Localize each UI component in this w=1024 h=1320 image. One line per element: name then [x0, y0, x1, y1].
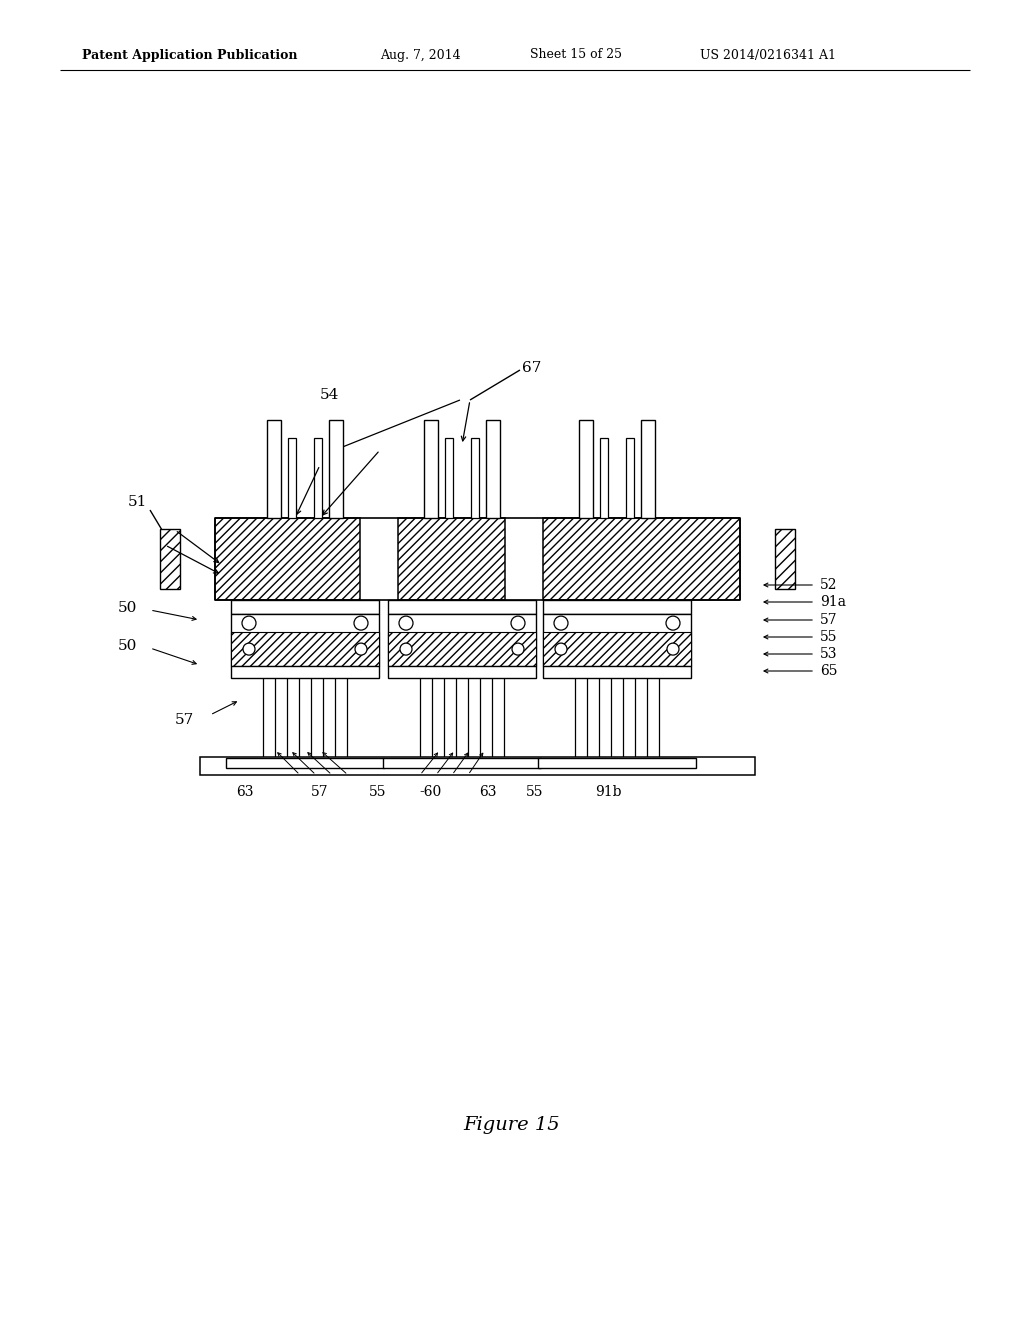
Bar [231, 632, 379, 667]
Bar [486, 420, 500, 517]
Bar [471, 438, 479, 517]
Bar [543, 614, 691, 667]
Circle shape [511, 616, 525, 630]
Text: -60: -60 [419, 785, 441, 799]
Bar [388, 601, 536, 614]
Bar [329, 420, 343, 517]
Bar [398, 517, 505, 601]
Bar [288, 438, 296, 517]
Text: 53: 53 [820, 647, 838, 661]
Text: 50: 50 [118, 601, 137, 615]
Bar [775, 529, 795, 589]
Bar [579, 420, 593, 517]
Bar [424, 420, 438, 517]
Text: 91b: 91b [595, 785, 622, 799]
Text: 63: 63 [479, 785, 497, 799]
Bar [445, 438, 453, 517]
Circle shape [667, 643, 679, 655]
Circle shape [666, 616, 680, 630]
Text: 50: 50 [118, 639, 137, 653]
Bar [267, 420, 281, 517]
Bar [626, 438, 634, 517]
Circle shape [555, 643, 567, 655]
Bar [231, 667, 379, 678]
Bar [543, 667, 691, 678]
Circle shape [242, 616, 256, 630]
Text: US 2014/0216341 A1: US 2014/0216341 A1 [700, 49, 836, 62]
Circle shape [243, 643, 255, 655]
Circle shape [554, 616, 568, 630]
Text: 67: 67 [522, 360, 542, 375]
Bar [641, 420, 655, 517]
Text: Sheet 15 of 25: Sheet 15 of 25 [530, 49, 622, 62]
Text: 91a: 91a [820, 595, 846, 609]
Bar [314, 438, 322, 517]
Bar [388, 614, 536, 667]
Text: Patent Application Publication: Patent Application Publication [82, 49, 298, 62]
Text: 55: 55 [526, 785, 544, 799]
Bar [200, 756, 755, 775]
Circle shape [355, 643, 367, 655]
Bar [388, 632, 536, 667]
Bar [231, 614, 379, 667]
Text: 57: 57 [820, 612, 838, 627]
Text: 51: 51 [128, 495, 147, 510]
Circle shape [399, 616, 413, 630]
Bar [383, 758, 541, 768]
Text: 55: 55 [370, 785, 387, 799]
Text: 57: 57 [311, 785, 329, 799]
Bar [388, 667, 536, 678]
Bar [543, 632, 691, 667]
Circle shape [400, 643, 412, 655]
Bar [538, 758, 696, 768]
Text: 65: 65 [820, 664, 838, 678]
Bar [600, 438, 608, 517]
Text: 63: 63 [237, 785, 254, 799]
Bar [226, 758, 384, 768]
Text: Figure 15: Figure 15 [464, 1115, 560, 1134]
Bar [215, 517, 360, 601]
Bar [543, 517, 740, 601]
Bar [543, 601, 691, 614]
Bar [160, 529, 180, 589]
Text: 55: 55 [820, 630, 838, 644]
Text: 57: 57 [175, 713, 195, 727]
Circle shape [512, 643, 524, 655]
Text: 52: 52 [820, 578, 838, 591]
Bar [231, 601, 379, 614]
Circle shape [354, 616, 368, 630]
Text: Aug. 7, 2014: Aug. 7, 2014 [380, 49, 461, 62]
Text: 54: 54 [319, 388, 339, 403]
